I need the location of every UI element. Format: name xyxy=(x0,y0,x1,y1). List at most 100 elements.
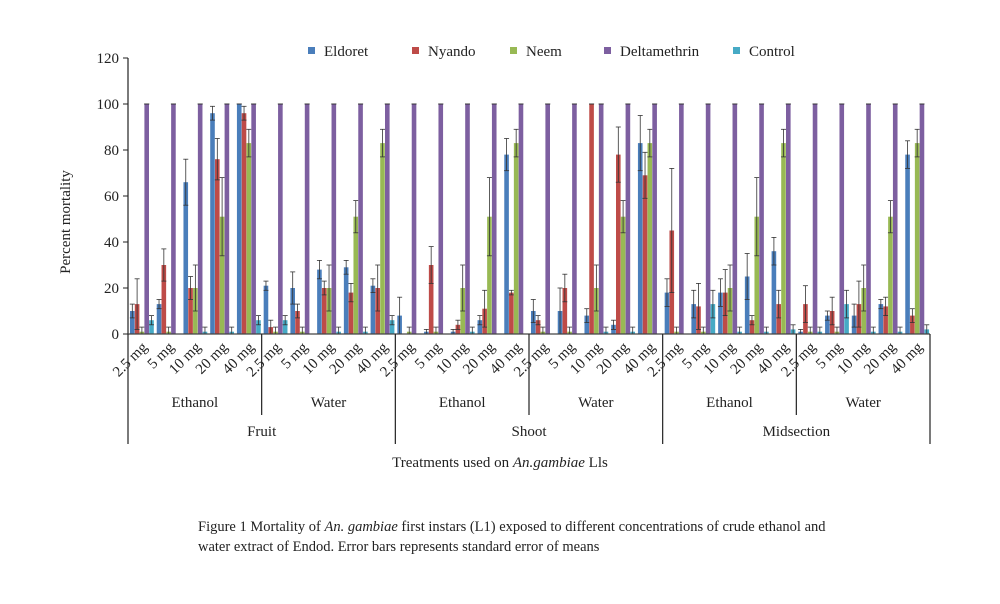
bar-deltamethrin xyxy=(411,104,417,334)
bar-nyando xyxy=(589,104,594,334)
bar-deltamethrin xyxy=(304,104,310,334)
bar-deltamethrin xyxy=(839,104,845,334)
error-bar xyxy=(428,246,434,284)
error-bar xyxy=(370,278,376,294)
error-bar xyxy=(727,264,733,312)
error-bar xyxy=(615,126,621,183)
bar-deltamethrin xyxy=(251,104,256,334)
y-tick-label: 60 xyxy=(104,189,119,205)
bar-control xyxy=(282,320,288,334)
bar-eldoret xyxy=(317,269,322,334)
bar-eldoret xyxy=(691,304,696,334)
bar-eldoret xyxy=(290,288,295,334)
legend-item-eldoret: Eldoret xyxy=(308,44,369,60)
error-bar xyxy=(620,200,626,234)
error-bar xyxy=(134,278,140,330)
bar-nyando xyxy=(509,292,514,334)
error-bar xyxy=(829,296,835,326)
bar-nyando xyxy=(616,154,621,334)
bar-eldoret xyxy=(236,104,242,334)
caption-part-1: Figure 1 Mortality of xyxy=(198,519,325,535)
bar-eldoret xyxy=(718,292,723,334)
error-bar xyxy=(282,315,288,326)
bar-eldoret xyxy=(771,251,777,334)
bar-deltamethrin xyxy=(144,104,149,334)
bar-nyando xyxy=(241,113,247,334)
bar-neem xyxy=(754,216,760,334)
error-bar xyxy=(486,177,492,257)
bar-deltamethrin xyxy=(812,104,818,334)
y-tick-label: 40 xyxy=(104,235,119,251)
bar-eldoret xyxy=(343,267,349,334)
bar-nyando xyxy=(295,311,300,334)
bar-control xyxy=(389,320,395,334)
bar-neem xyxy=(888,216,893,334)
error-bar xyxy=(722,269,728,317)
legend-item-nyando: Nyando xyxy=(412,44,476,60)
bar-deltamethrin xyxy=(465,104,470,334)
x-axis-title: Treatments used on An.gambiae Lls xyxy=(0,455,1000,472)
bar-deltamethrin xyxy=(385,104,390,334)
error-bar xyxy=(861,264,867,312)
bar-deltamethrin xyxy=(438,104,444,334)
bar-control xyxy=(256,320,261,334)
bar-deltamethrin xyxy=(171,104,176,334)
bar-deltamethrin xyxy=(759,104,764,334)
error-bar xyxy=(149,315,154,326)
bar-deltamethrin xyxy=(786,104,791,334)
error-bar xyxy=(375,264,381,312)
legend-swatch xyxy=(308,47,315,54)
error-bar xyxy=(593,264,599,312)
bar-eldoret xyxy=(477,320,483,334)
y-axis: 0 20 40 60 80 100 120 xyxy=(97,51,129,343)
x-tick-label: 40 mg xyxy=(888,339,926,377)
bars xyxy=(129,103,930,335)
bar-eldoret xyxy=(156,304,162,334)
error-bar xyxy=(851,303,857,328)
error-bar xyxy=(878,299,884,310)
legend-item-deltamethrin: Deltamethrin xyxy=(604,44,700,60)
error-bar xyxy=(389,315,395,326)
bar-neem xyxy=(914,143,920,334)
error-bar xyxy=(348,282,354,303)
bar-deltamethrin xyxy=(224,104,230,334)
error-bar xyxy=(129,303,135,319)
error-bar xyxy=(664,278,670,307)
error-bar xyxy=(749,315,755,326)
plant-part-label: Shoot xyxy=(511,424,547,440)
error-bar xyxy=(754,177,760,257)
bar-deltamethrin xyxy=(652,104,657,334)
bar-deltamethrin xyxy=(518,104,524,334)
bar-deltamethrin xyxy=(705,104,711,334)
error-bar xyxy=(156,299,162,310)
bar-neem xyxy=(246,143,252,334)
bar-neem xyxy=(647,143,653,334)
error-bar xyxy=(584,308,590,323)
y-tick-label: 80 xyxy=(104,143,119,159)
legend-item-control: Control xyxy=(733,44,795,60)
bar-neem xyxy=(513,143,519,334)
legend-swatch xyxy=(412,47,419,54)
error-bar xyxy=(824,310,830,321)
error-bar xyxy=(263,280,269,291)
bar-nyando xyxy=(883,306,888,334)
error-bar xyxy=(455,319,461,330)
error-bar xyxy=(380,128,385,158)
bar-nyando xyxy=(535,320,541,334)
bar-deltamethrin xyxy=(197,104,203,334)
bar-deltamethrin xyxy=(732,104,738,334)
error-bar xyxy=(326,264,332,312)
legend-swatch xyxy=(604,47,611,54)
error-bar xyxy=(696,282,701,330)
solvent-label: Ethanol xyxy=(172,395,219,411)
bar-deltamethrin xyxy=(331,104,337,334)
error-bar xyxy=(710,289,716,319)
y-tick-label: 0 xyxy=(112,327,120,343)
error-bar xyxy=(255,315,261,326)
error-bar xyxy=(192,264,198,312)
bar-eldoret xyxy=(183,182,189,334)
error-bar xyxy=(183,158,189,206)
caption-species: An. gambiae xyxy=(324,519,398,535)
error-bar xyxy=(295,303,300,319)
bar-deltamethrin xyxy=(892,104,898,334)
